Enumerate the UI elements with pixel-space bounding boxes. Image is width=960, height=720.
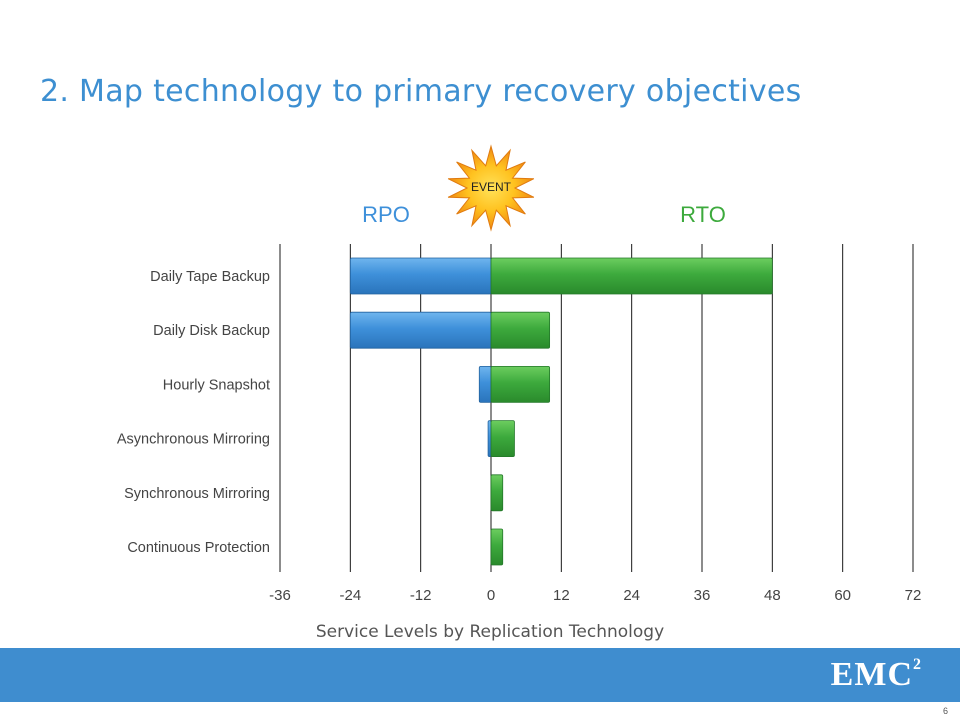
category-label: Daily Tape Backup [150,269,270,285]
emc-logo: EMC2 [830,655,922,693]
rto-legend-label: RTO [680,202,726,227]
x-tick-label: 48 [764,587,781,604]
x-tick-label: 24 [623,587,640,604]
rpo-bar [349,311,492,349]
rpo-bar [349,257,492,295]
category-label: Daily Disk Backup [153,323,270,339]
event-starburst-icon [447,144,535,232]
category-label: Hourly Snapshot [163,377,270,393]
rpo-legend-label: RPO [362,202,410,227]
x-tick-label: 36 [694,587,711,604]
x-tick-label: 12 [553,587,570,604]
page-number: 6 [942,706,948,716]
rto-bar [490,365,551,403]
event-label: EVENT [471,180,512,194]
x-tick-label: -24 [339,587,361,604]
replication-chart: Daily Tape Backup Daily Disk Backup Hourly… [117,144,922,642]
x-tick-label: 60 [834,587,851,604]
rto-bar [490,311,551,349]
rto-bar [490,528,504,566]
rto-bar [490,257,773,295]
rto-bar [490,420,515,458]
rpo-bar [478,365,492,403]
rto-bar [490,474,504,512]
category-label: Asynchronous Mirroring [117,432,270,448]
x-tick-label: -36 [269,587,291,604]
x-axis-title: Service Levels by Replication Technology [316,622,664,642]
x-tick-label: -12 [410,587,432,604]
category-label: Synchronous Mirroring [124,486,270,502]
category-label: Continuous Protection [127,540,270,556]
slide-title: 2. Map technology to primary recovery ob… [40,74,802,109]
x-tick-label: 0 [487,587,495,604]
x-tick-label: 72 [905,587,922,604]
rpo-bar [487,420,492,458]
footer-band: EMC2 [0,648,960,702]
